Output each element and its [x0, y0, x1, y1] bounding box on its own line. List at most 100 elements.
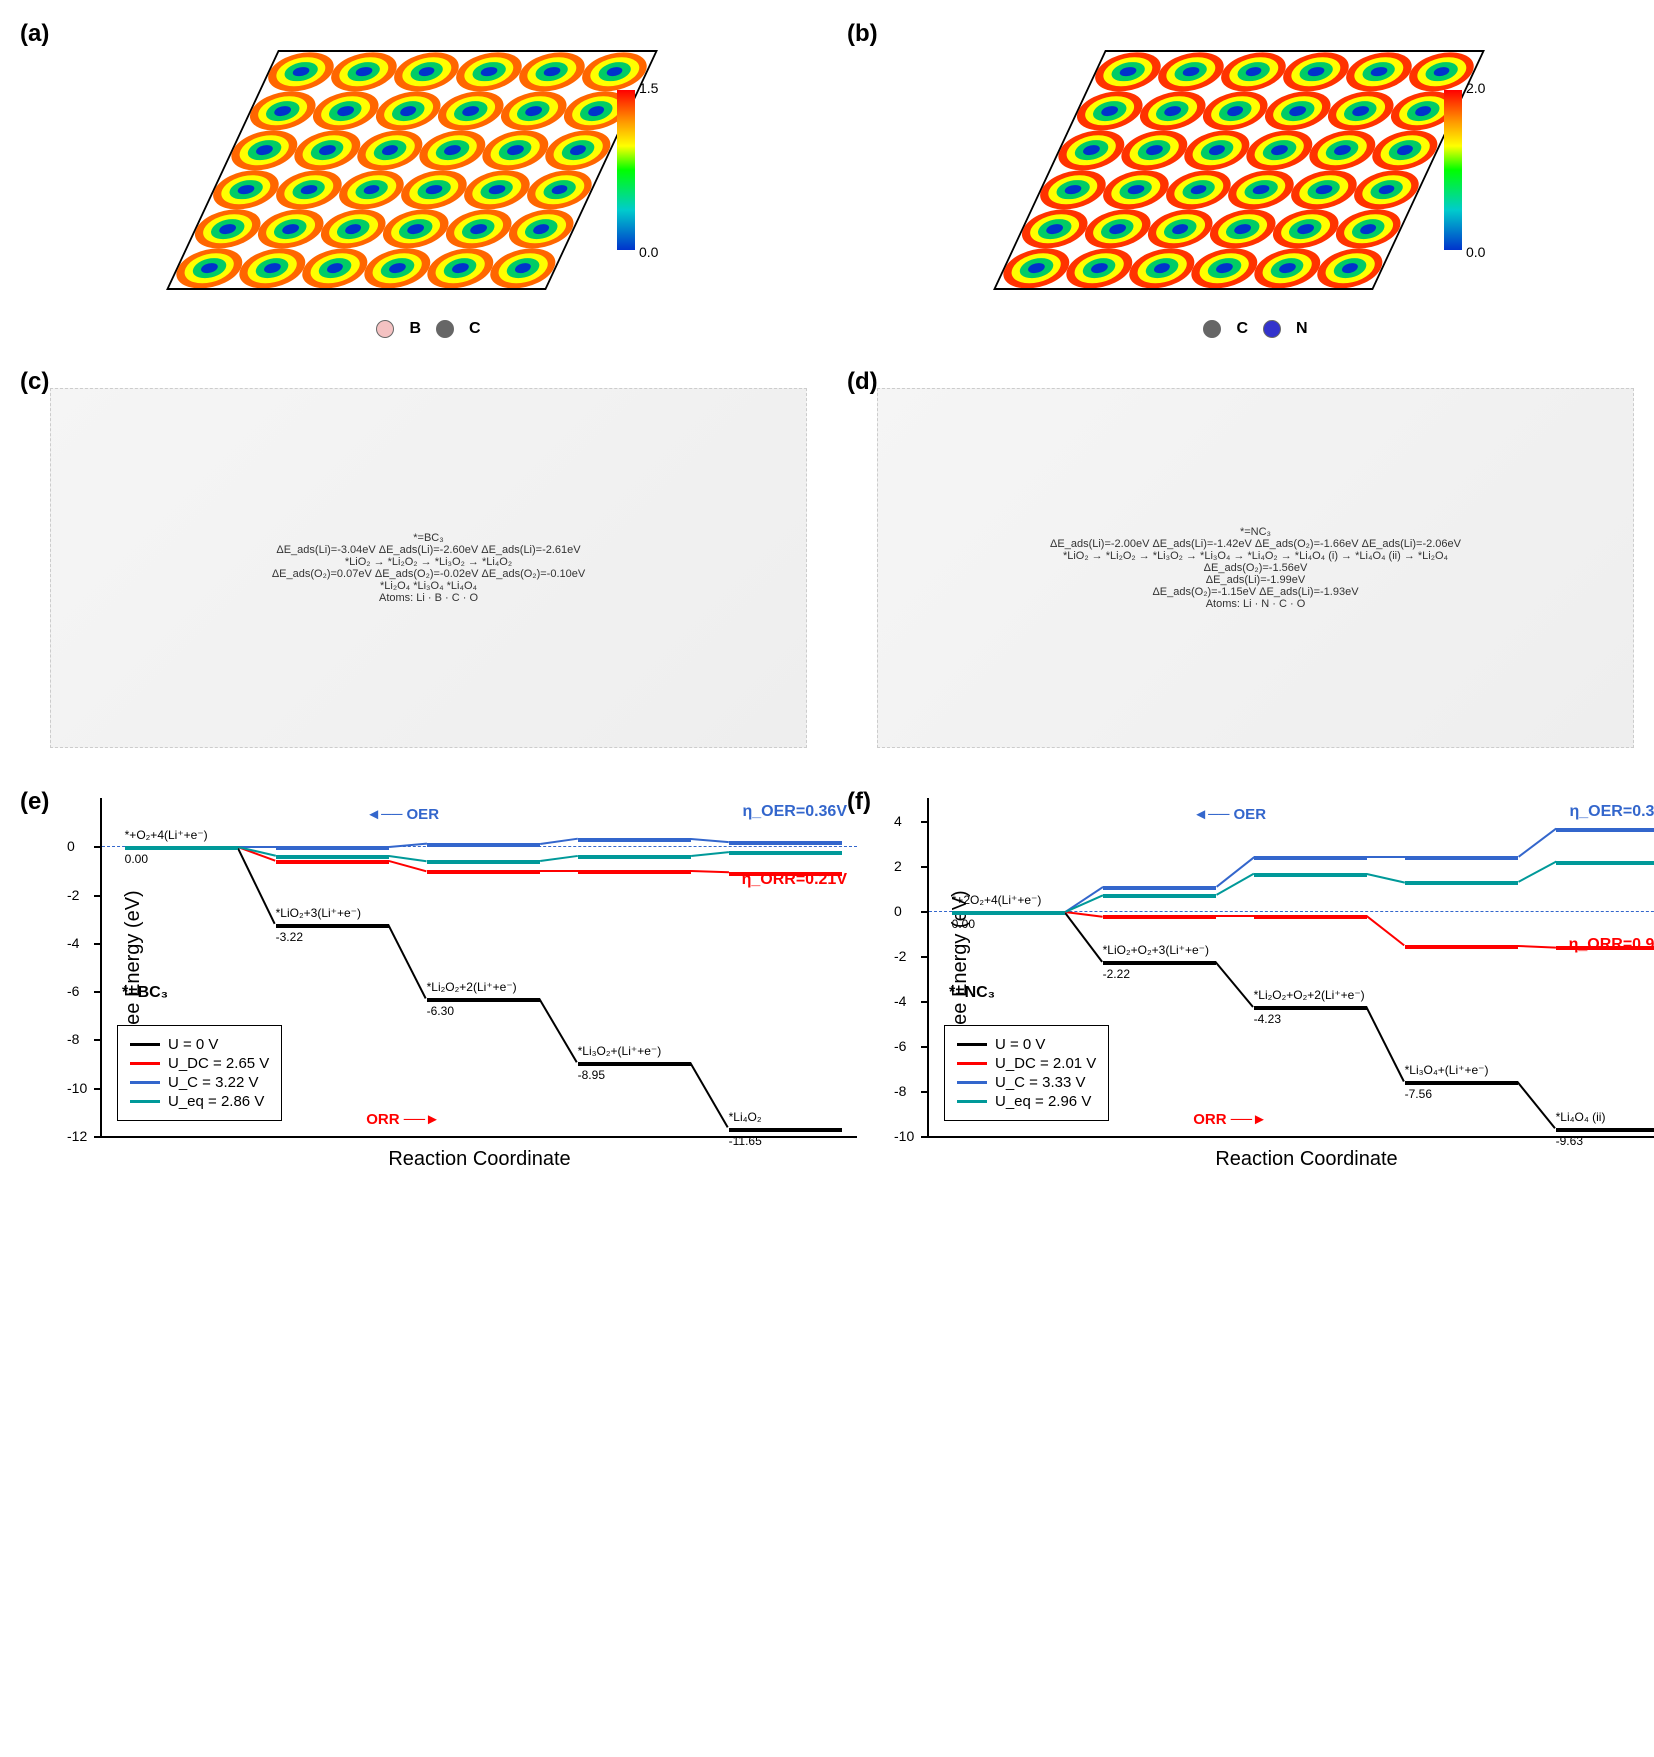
scheme-text-line: *=NC₃	[1240, 526, 1271, 538]
scheme-text-line: *Li₂O₄ *Li₃O₄ *Li₄O₄	[380, 580, 477, 592]
scheme-text-line: *LiO₂ → *Li₂O₂ → *Li₃O₂ → *Li₃O₄ → *Li₄O…	[1063, 550, 1448, 562]
orr-arrow: ORR ──►	[366, 1111, 440, 1128]
substrate-label: *=BC₃	[122, 984, 168, 1002]
colorbar-a-min: 0.0	[639, 244, 658, 260]
energy-value: 0.00	[952, 917, 975, 931]
y-tick-label: -10	[67, 1080, 87, 1096]
atom-label-n: N	[1296, 320, 1308, 338]
y-tick-label: 0	[894, 903, 902, 919]
energy-step	[1556, 1128, 1654, 1132]
scheme-d-structures: *=NC₃ΔE_ads(Li)=-2.00eV ΔE_ads(Li)=-1.42…	[877, 388, 1634, 748]
colorbar-b-gradient	[1444, 90, 1462, 250]
atom-label-c: C	[1236, 320, 1248, 338]
energy-step	[578, 1062, 691, 1066]
y-tick-label: -8	[894, 1083, 906, 1099]
y-tick-label: -6	[894, 1038, 906, 1054]
energy-step	[1103, 961, 1216, 965]
energy-value: -4.23	[1254, 1012, 1281, 1026]
legend-item-label: U_C = 3.33 V	[995, 1074, 1085, 1091]
atom-dot-c	[1203, 320, 1221, 338]
species-label: *Li₃O₂+(Li⁺+e⁻)	[578, 1044, 662, 1058]
energy-value: -3.22	[276, 930, 303, 944]
species-label: *LiO₂+3(Li⁺+e⁻)	[276, 906, 361, 920]
atom-dot-b	[376, 320, 394, 338]
energy-step	[729, 1128, 842, 1132]
legend-item-label: U_eq = 2.86 V	[168, 1093, 264, 1110]
legend-item-label: U_C = 3.22 V	[168, 1074, 258, 1091]
panel-a-label: (a)	[20, 20, 49, 48]
energy-value: -8.95	[578, 1068, 605, 1082]
colorbar-b: 2.0 0.0	[1444, 90, 1462, 250]
panel-b-label: (b)	[847, 20, 878, 48]
xlabel-e: Reaction Coordinate	[388, 1148, 570, 1171]
legend-item-label: U_DC = 2.65 V	[168, 1055, 269, 1072]
scheme-d: *=NC₃ΔE_ads(Li)=-2.00eV ΔE_ads(Li)=-1.42…	[877, 378, 1634, 758]
atom-legend-b: CN	[877, 320, 1634, 338]
y-tick-label: 4	[894, 813, 902, 829]
species-label: *Li₄O₄ (ii)	[1556, 1110, 1606, 1124]
scheme-text-line: Atoms: Li · N · C · O	[1206, 598, 1306, 610]
orr-arrow: ORR ──►	[1193, 1111, 1267, 1128]
energy-step	[1405, 1081, 1518, 1085]
energy-value: -7.56	[1405, 1087, 1432, 1101]
xlabel-f: Reaction Coordinate	[1215, 1148, 1397, 1171]
panel-b: (b) 2.0 0.0 CN	[847, 20, 1634, 338]
eta-oer-label: η_OER=0.37V	[1570, 803, 1654, 821]
panel-d-label: (d)	[847, 368, 878, 396]
y-tick-label: 2	[894, 858, 902, 874]
species-label: *Li₄O₂	[729, 1110, 762, 1124]
scheme-text-line: *LiO₂ → *Li₂O₂ → *Li₃O₂ → *Li₄O₂	[345, 556, 512, 568]
y-tick-label: -4	[894, 993, 906, 1009]
y-tick-label: -12	[67, 1128, 87, 1144]
scheme-text-line: ΔE_ads(O₂)=-1.15eV ΔE_ads(Li)=-1.93eV	[1152, 586, 1358, 598]
legend-item-label: U = 0 V	[995, 1036, 1045, 1053]
scheme-text-line: ΔE_ads(O₂)=0.07eV ΔE_ads(O₂)=-0.02eV ΔE_…	[272, 568, 585, 580]
scheme-text-line: *=BC₃	[413, 532, 443, 544]
ylabel-e: Free Energy (eV)	[122, 890, 145, 1043]
eta-oer-label: η_OER=0.36V	[743, 803, 848, 821]
substrate-label: *=NC₃	[949, 984, 995, 1002]
panel-d: (d) *=NC₃ΔE_ads(Li)=-2.00eV ΔE_ads(Li)=-…	[847, 368, 1634, 758]
legend-box: U = 0 VU_DC = 2.01 VU_C = 3.33 VU_eq = 2…	[944, 1025, 1109, 1121]
panel-f: (f) Free Energy (eV) Reaction Coordinate…	[847, 788, 1634, 1178]
row-cd: (c) *=BC₃ΔE_ads(Li)=-3.04eV ΔE_ads(Li)=-…	[20, 368, 1634, 758]
species-label: *+2O₂+4(Li⁺+e⁻)	[952, 893, 1042, 907]
energy-value: -2.22	[1103, 967, 1130, 981]
y-tick-label: -4	[67, 935, 79, 951]
energy-value: -6.30	[427, 1004, 454, 1018]
colorbar-a: 1.5 0.0	[617, 90, 635, 250]
species-label: *Li₂O₂+2(Li⁺+e⁻)	[427, 980, 517, 994]
y-tick-label: -6	[67, 983, 79, 999]
scheme-text-line: ΔE_ads(Li)=-1.99eV	[1206, 574, 1305, 586]
y-tick-label: -10	[894, 1128, 914, 1144]
elf-b-container: 2.0 0.0	[877, 30, 1634, 310]
colorbar-a-max: 1.5	[639, 80, 658, 96]
energy-value: -9.63	[1556, 1134, 1583, 1148]
oer-arrow: ◄── OER	[1193, 806, 1266, 823]
legend-box: U = 0 V U_DC = 2.65 V U_C = 3.22 V U_eq = 2…	[117, 1025, 282, 1121]
energy-step	[1254, 1006, 1367, 1010]
panel-f-label: (f)	[847, 788, 871, 816]
scheme-text-line: ΔE_ads(Li)=-3.04eV ΔE_ads(Li)=-2.60eV ΔE…	[276, 544, 580, 556]
scheme-c-structures: *=BC₃ΔE_ads(Li)=-3.04eV ΔE_ads(Li)=-2.60…	[50, 388, 807, 748]
elf-b-map	[993, 50, 1485, 290]
species-label: *+O₂+4(Li⁺+e⁻)	[125, 828, 208, 842]
elf-a-container: 1.5 0.0	[50, 30, 807, 310]
energy-plot-e: Free Energy (eV) Reaction Coordinate -12…	[100, 798, 857, 1138]
y-tick-label: -8	[67, 1031, 79, 1047]
energy-value: 0.00	[125, 852, 148, 866]
energy-plot-f: Free Energy (eV) Reaction Coordinate -10…	[927, 798, 1654, 1138]
panel-e: (e) Free Energy (eV) Reaction Coordinate…	[20, 788, 807, 1178]
atom-label-b: B	[409, 320, 421, 338]
eta-orr-label: η_ORR=0.21V	[742, 871, 847, 889]
energy-step	[276, 924, 389, 928]
atom-label-c: C	[469, 320, 481, 338]
species-label: *LiO₂+O₂+3(Li⁺+e⁻)	[1103, 943, 1209, 957]
y-tick-label: -2	[67, 887, 79, 903]
eta-orr-label: η_ORR=0.95V	[1569, 936, 1654, 954]
species-label: *Li₃O₄+(Li⁺+e⁻)	[1405, 1063, 1489, 1077]
energy-step	[427, 998, 540, 1002]
legend-item-label: U = 0 V	[168, 1036, 218, 1053]
legend-item-label: U_DC = 2.01 V	[995, 1055, 1096, 1072]
panel-c-label: (c)	[20, 368, 49, 396]
